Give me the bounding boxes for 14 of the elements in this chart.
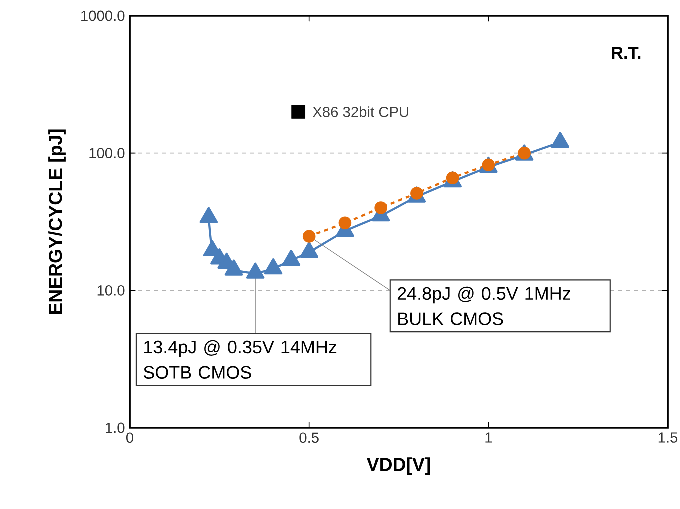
x-axis-title: VDD[V]: [366, 458, 430, 475]
x-tick-label: 0: [126, 432, 134, 444]
x-tick-label: 1: [486, 432, 492, 443]
x-tick-label: 1.5: [658, 432, 678, 443]
y-tick-label: 1000.0: [82, 10, 125, 22]
y-tick-label: 10.0: [98, 285, 125, 296]
y-tick-label: 1.0: [106, 422, 125, 434]
y-axis-title: ENERGY/CYCLE [pJ]: [48, 130, 66, 314]
annotation: 13.4pJ @ 0.35V 14MHz SOTB CMOS: [144, 340, 337, 379]
annotation: R.T.: [612, 47, 641, 60]
annotation: 24.8pJ @ 0.5V 1MHz BULK CMOS: [398, 286, 570, 326]
y-tick-label: 100.0: [90, 148, 125, 159]
series-label: X86 32bit CPU: [312, 106, 408, 118]
x-tick-label: 0.5: [300, 432, 319, 444]
